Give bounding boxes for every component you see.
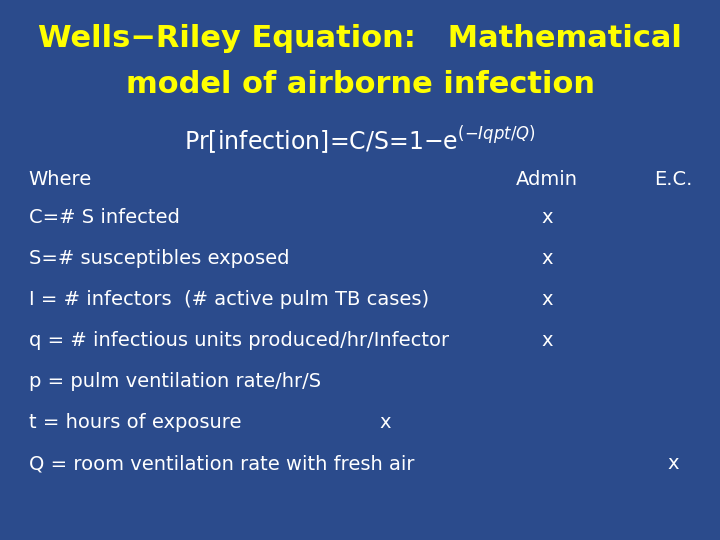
Text: Admin: Admin <box>516 170 578 189</box>
Text: Q = room ventilation rate with fresh air: Q = room ventilation rate with fresh air <box>29 454 414 473</box>
Text: t = hours of exposure: t = hours of exposure <box>29 413 241 432</box>
Text: model of airborne infection: model of airborne infection <box>125 70 595 99</box>
Text: Pr[infection]=C/S=1$-$e$^{(-Iqpt/Q)}$: Pr[infection]=C/S=1$-$e$^{(-Iqpt/Q)}$ <box>184 124 536 157</box>
Text: E.C.: E.C. <box>654 170 693 189</box>
Text: Wells−Riley Equation:   Mathematical: Wells−Riley Equation: Mathematical <box>38 24 682 53</box>
Text: x: x <box>667 454 679 473</box>
Text: x: x <box>379 413 391 432</box>
Text: x: x <box>541 290 553 309</box>
Text: I = # infectors  (# active pulm TB cases): I = # infectors (# active pulm TB cases) <box>29 290 429 309</box>
Text: x: x <box>541 208 553 227</box>
Text: S=# susceptibles exposed: S=# susceptibles exposed <box>29 249 289 268</box>
Text: p = pulm ventilation rate/hr/S: p = pulm ventilation rate/hr/S <box>29 372 321 391</box>
Text: x: x <box>541 249 553 268</box>
Text: C=# S infected: C=# S infected <box>29 208 180 227</box>
Text: Where: Where <box>29 170 92 189</box>
Text: x: x <box>541 331 553 350</box>
Text: q = # infectious units produced/hr/Infector: q = # infectious units produced/hr/Infec… <box>29 331 449 350</box>
